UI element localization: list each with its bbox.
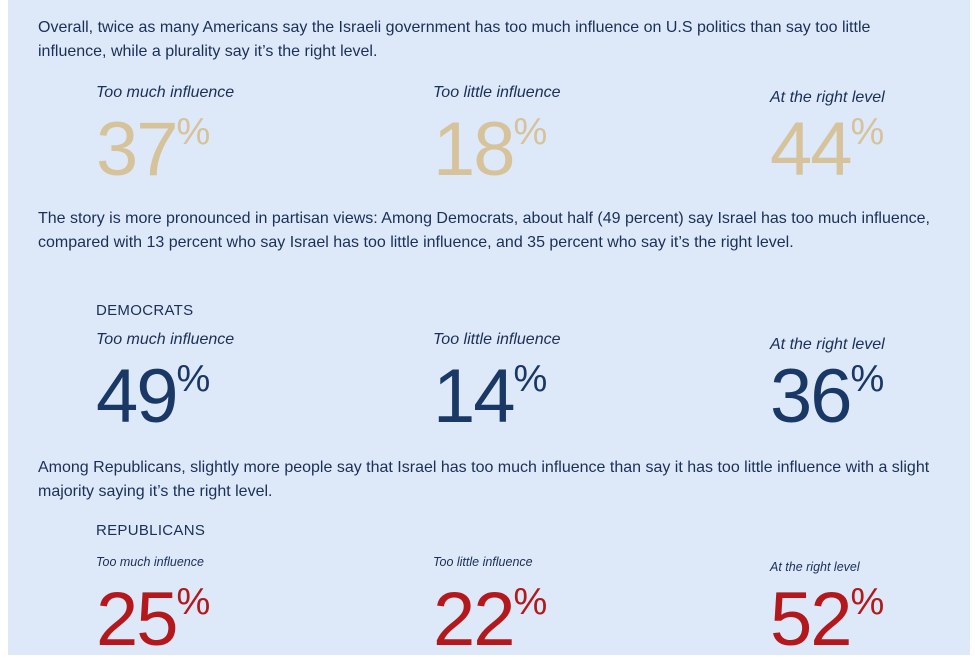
stat-number: 14 [433, 354, 516, 439]
stat-value: 52% [770, 582, 975, 658]
stat: Too little influence 18% [433, 84, 693, 188]
stat-value: 22% [433, 582, 693, 658]
stat-unit: % [850, 581, 885, 623]
stat-unit: % [513, 358, 548, 400]
stat-value: 49% [96, 359, 356, 435]
stat-value: 14% [433, 359, 693, 435]
stat-number: 49 [96, 354, 179, 439]
stat-value: 44% [770, 112, 975, 188]
stat-label: Too much influence [96, 331, 235, 348]
section-intro: The story is more pronounced in partisan… [38, 210, 930, 251]
stat-number: 18 [433, 107, 516, 192]
stat-value: 25% [96, 582, 356, 658]
stat-label: Too little influence [433, 331, 561, 348]
stat-label: At the right level [770, 560, 860, 574]
stat-unit: % [850, 111, 885, 153]
stat-label: At the right level [770, 89, 885, 106]
stat-value: 36% [770, 359, 975, 435]
stat: Too little influence 22% [433, 555, 693, 658]
stat-number: 44 [770, 107, 853, 192]
stat-number: 25 [96, 577, 179, 662]
stat: At the right level 52% [770, 560, 975, 658]
stat-value: 37% [96, 112, 356, 188]
stat-number: 52 [770, 577, 853, 662]
section-intro: Among Republicans, slightly more people … [38, 459, 930, 500]
stat-unit: % [513, 111, 548, 153]
stat: At the right level 44% [770, 89, 975, 188]
stat-value: 18% [433, 112, 693, 188]
stat-number: 36 [770, 354, 853, 439]
stat: Too much influence 49% [96, 331, 356, 435]
stat: Too much influence 37% [96, 84, 356, 188]
stat-label: Too much influence [96, 84, 235, 101]
stat: At the right level 36% [770, 336, 975, 435]
stat-unit: % [850, 358, 885, 400]
stat-label: Too little influence [433, 555, 533, 569]
stat-label: Too little influence [433, 84, 561, 101]
stat: Too much influence 25% [96, 555, 356, 658]
stat-label: At the right level [770, 336, 885, 353]
section-intro: Overall, twice as many Americans say the… [38, 19, 871, 60]
stat-unit: % [176, 581, 211, 623]
infographic-panel: Overall, twice as many Americans say the… [8, 0, 970, 658]
stat-number: 22 [433, 577, 516, 662]
stat: Too little influence 14% [433, 331, 693, 435]
stat-unit: % [176, 111, 211, 153]
stat-number: 37 [96, 107, 179, 192]
stat-unit: % [513, 581, 548, 623]
group-label: DEMOCRATS [96, 302, 194, 319]
stat-label: Too much influence [96, 555, 204, 569]
stat-unit: % [176, 358, 211, 400]
group-label: REPUBLICANS [96, 522, 206, 539]
